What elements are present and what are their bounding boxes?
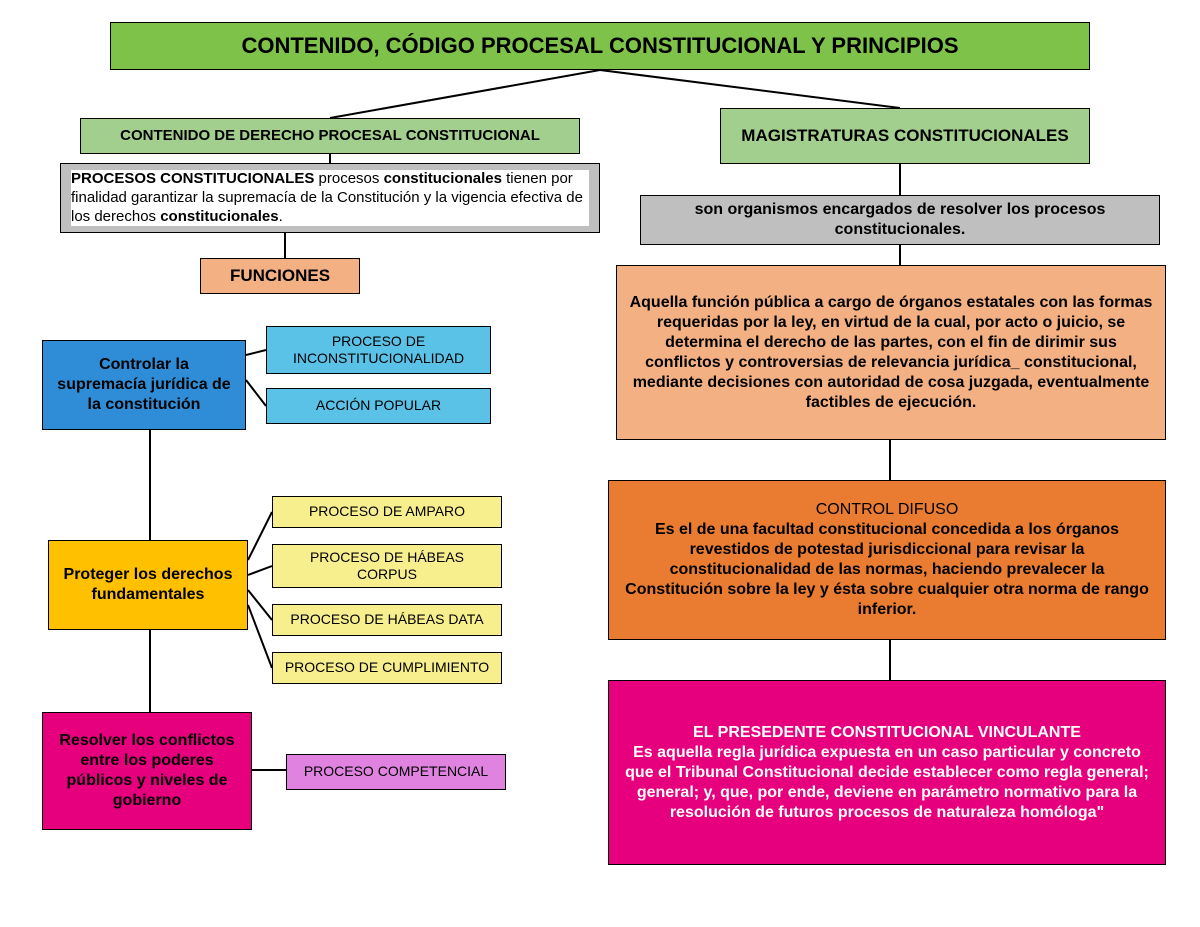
contenido-text: CONTENIDO DE DERECHO PROCESAL CONSTITUCI… — [120, 127, 540, 146]
magistraturas-text: MAGISTRATURAS CONSTITUCIONALES — [741, 125, 1068, 146]
proc-habeas-data-box: PROCESO DE HÁBEAS DATA — [272, 604, 502, 636]
accion-popular-text: ACCIÓN POPULAR — [316, 397, 441, 415]
proc-habeas-data-text: PROCESO DE HÁBEAS DATA — [290, 611, 483, 629]
son-organismos-text: son organismos encargados de resolver lo… — [651, 200, 1149, 240]
funciones-text: FUNCIONES — [230, 265, 330, 286]
proteger-box: Proteger los derechos fundamentales — [48, 540, 248, 630]
title-box: CONTENIDO, CÓDIGO PROCESAL CONSTITUCIONA… — [110, 22, 1090, 70]
control-difuso-box: CONTROL DIFUSO Es el de una facultad con… — [608, 480, 1166, 640]
proc-cumplimiento-text: PROCESO DE CUMPLIMIENTO — [285, 659, 489, 677]
aquella-funcion-text: Aquella función pública a cargo de órgan… — [627, 293, 1155, 413]
accion-popular-box: ACCIÓN POPULAR — [266, 388, 491, 424]
proc-habeas-corpus-box: PROCESO DE HÁBEAS CORPUS — [272, 544, 502, 588]
proc-habeas-corpus-text: PROCESO DE HÁBEAS CORPUS — [283, 549, 491, 584]
magistraturas-box: MAGISTRATURAS CONSTITUCIONALES — [720, 108, 1090, 164]
proc-competencial-box: PROCESO COMPETENCIAL — [286, 754, 506, 790]
proteger-text: Proteger los derechos fundamentales — [59, 565, 237, 605]
resolver-text: Resolver los conflictos entre los podere… — [53, 731, 241, 811]
funciones-box: FUNCIONES — [200, 258, 360, 294]
proc-inconst-box: PROCESO DE INCONSTITUCIONALIDAD — [266, 326, 491, 374]
proc-amparo-text: PROCESO DE AMPARO — [309, 503, 465, 521]
contenido-box: CONTENIDO DE DERECHO PROCESAL CONSTITUCI… — [80, 118, 580, 154]
proc-inconst-text: PROCESO DE INCONSTITUCIONALIDAD — [277, 333, 480, 368]
procesos-const-text: PROCESOS CONSTITUCIONALES procesos const… — [71, 170, 589, 226]
aquella-funcion-box: Aquella función pública a cargo de órgan… — [616, 265, 1166, 440]
proc-amparo-box: PROCESO DE AMPARO — [272, 496, 502, 528]
precedente-box: EL PRESEDENTE CONSTITUCIONAL VINCULANTE … — [608, 680, 1166, 865]
control-difuso-text: CONTROL DIFUSO Es el de una facultad con… — [619, 500, 1155, 620]
son-organismos-box: son organismos encargados de resolver lo… — [640, 195, 1160, 245]
title-text: CONTENIDO, CÓDIGO PROCESAL CONSTITUCIONA… — [241, 32, 958, 60]
controlar-box: Controlar la supremacía jurídica de la c… — [42, 340, 246, 430]
proc-competencial-text: PROCESO COMPETENCIAL — [304, 763, 488, 781]
resolver-box: Resolver los conflictos entre los podere… — [42, 712, 252, 830]
controlar-text: Controlar la supremacía jurídica de la c… — [53, 355, 235, 415]
proc-cumplimiento-box: PROCESO DE CUMPLIMIENTO — [272, 652, 502, 684]
precedente-text: EL PRESEDENTE CONSTITUCIONAL VINCULANTE … — [619, 723, 1155, 823]
procesos-const-box: PROCESOS CONSTITUCIONALES procesos const… — [60, 163, 600, 233]
